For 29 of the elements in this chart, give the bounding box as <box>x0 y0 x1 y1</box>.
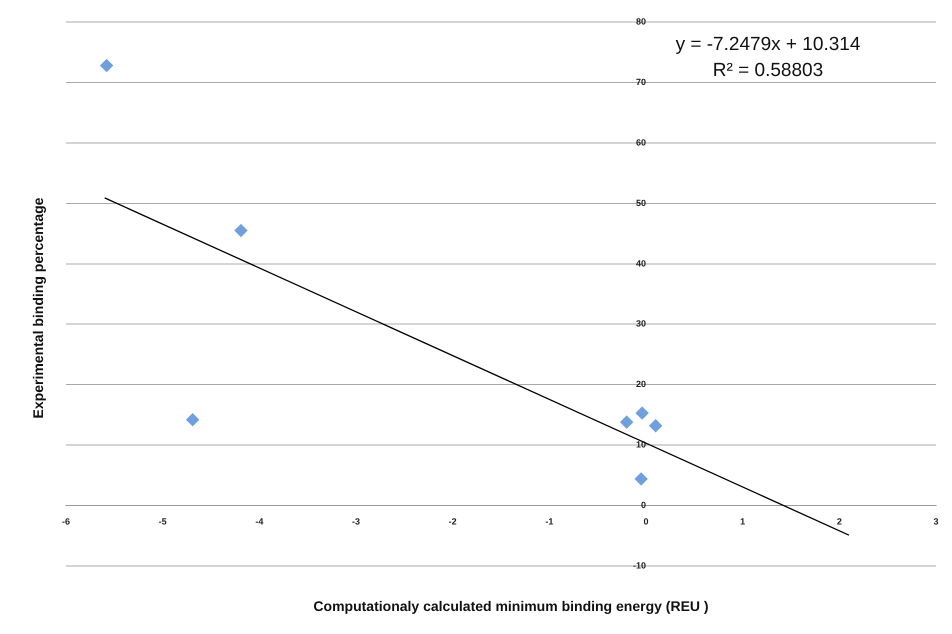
y-tick-label: 30 <box>636 318 646 329</box>
point <box>634 472 648 486</box>
x-tick-label: 3 <box>933 516 939 526</box>
point <box>620 416 634 429</box>
x-tick-label: 1 <box>740 516 746 526</box>
y-tick-label: 20 <box>636 379 646 390</box>
y-tick-label: 60 <box>636 137 646 148</box>
y-axis-title: Experimental binding percentage <box>30 198 46 418</box>
annotation: y = -7.2479x + 10.314 <box>674 33 862 57</box>
point <box>649 419 662 432</box>
x-tick-label: -6 <box>62 516 70 526</box>
point <box>100 59 114 72</box>
x-tick-label: -2 <box>448 516 457 526</box>
y-tick-label: 80 <box>636 16 646 26</box>
y-tick-label: 40 <box>636 258 646 268</box>
point <box>636 406 649 420</box>
y-tick-label: 70 <box>636 76 646 87</box>
x-axis-title: Computationaly calculated minimum binding energy (REU ) <box>312 598 710 614</box>
point <box>186 413 200 426</box>
y-tick-label: -10 <box>632 560 646 570</box>
x-tick-label: 2 <box>836 516 842 526</box>
x-tick-label: -5 <box>158 516 167 526</box>
x-tick-label: -4 <box>255 516 264 526</box>
annotation: R² = 0.58803 <box>712 59 824 83</box>
y-tick-label: 50 <box>636 198 646 208</box>
y-tick-label: 0 <box>640 500 646 510</box>
x-tick-label: -3 <box>352 516 360 526</box>
point <box>234 224 248 238</box>
x-tick-label: -1 <box>545 516 554 526</box>
